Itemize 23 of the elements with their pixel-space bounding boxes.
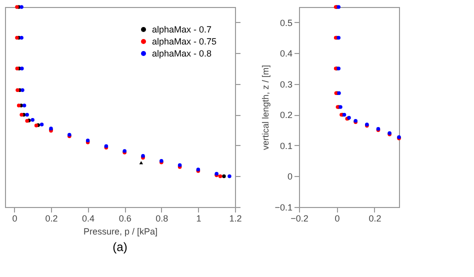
y-tick-label: 0.4: [280, 48, 292, 59]
x-tick-label: 0.2: [368, 214, 382, 224]
x-tick-label: 0.6: [118, 214, 132, 224]
x-tick-label: −0.2: [290, 214, 308, 224]
legend-label: alphaMax - 0.8: [152, 48, 212, 58]
x-tick-label: 0.2: [45, 214, 58, 224]
y-tick-label: 0.5: [280, 18, 292, 28]
y-axis-title: vertical length, z / [m]: [260, 64, 271, 150]
y-tick-label: 0.2: [280, 110, 292, 120]
x-axis-title: Pressure, p / [kPa]: [83, 226, 158, 236]
legend-label: alphaMax - 0.75: [152, 36, 217, 46]
legend-label: alphaMax - 0.7: [152, 24, 212, 34]
y-tick-label: −0.1: [274, 202, 292, 212]
x-tick-label: 0: [334, 214, 340, 224]
x-tick-label: 0: [12, 214, 18, 224]
x-tick-label: 1: [196, 214, 202, 224]
y-tick-label: 0: [287, 172, 292, 182]
x-tick-label: 1.2: [229, 214, 242, 224]
y-tick-label: 0.3: [280, 79, 292, 90]
x-tick-label: 0.4: [82, 214, 95, 224]
y-tick-label: 0.1: [280, 140, 292, 151]
x-tick-label: 0.8: [156, 214, 168, 224]
text: (a): [112, 240, 128, 254]
